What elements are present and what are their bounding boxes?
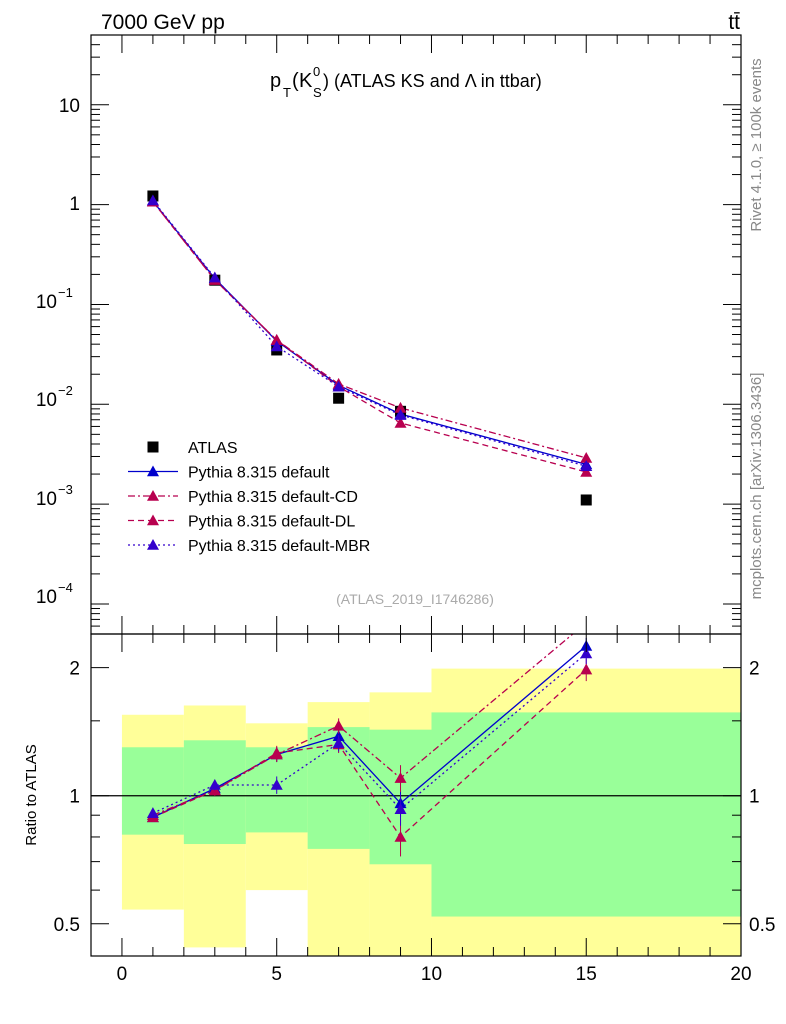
ytick-label-1e0: 1: [69, 194, 80, 215]
ratio-line-mbr: [152, 652, 587, 814]
ratio-line-cd: [152, 634, 574, 816]
marker-mbr: [208, 271, 221, 283]
ratio-marker-mbr: [146, 807, 159, 818]
legend-label: ATLAS: [188, 440, 238, 457]
ratio-marker-mbr: [332, 737, 345, 748]
legend-label: Pythia 8.315 default-CD: [188, 489, 358, 506]
legend-label: Pythia 8.315 default-DL: [188, 514, 355, 531]
marker-mbr: [332, 380, 345, 392]
legend-label: Pythia 8.315 default-MBR: [188, 538, 370, 555]
ratio-marker-mbr: [208, 778, 221, 790]
legend-marker: [147, 441, 159, 453]
ratio-marker-mbr: [580, 647, 593, 659]
ytick-sup-1em3: −3: [58, 482, 73, 497]
legend-marker: [147, 465, 159, 477]
ratio-marker-dl: [580, 663, 593, 675]
marker-dl: [580, 465, 593, 477]
ratio-ytick-label-left: 1: [69, 787, 80, 808]
analysis-label: (ATLAS_2019_I1746286): [336, 591, 494, 607]
xtick-label: 10: [421, 964, 442, 985]
marker-mbr: [580, 460, 593, 471]
ytick-sup-1em1: −1: [58, 285, 73, 300]
ratio-marker-mbr: [394, 803, 407, 814]
svg-text:K: K: [299, 70, 313, 92]
legend-entry-cd: Pythia 8.315 default-CD: [128, 489, 358, 506]
ytick-label-1em3: 10: [36, 489, 57, 510]
marker-mbr: [270, 340, 283, 352]
main-y-tick-labels: 10 1 10 −1 10 −2 10 −3 10 −4: [36, 96, 80, 608]
marker-dl: [270, 334, 283, 345]
svg-text:0: 0: [313, 64, 320, 79]
marker-cd: [580, 451, 593, 463]
legend-entry-default: Pythia 8.315 default: [128, 465, 330, 482]
svg-text:S: S: [313, 85, 322, 100]
legend-entry-data: ATLAS: [147, 440, 238, 457]
series-line-mbr: [152, 200, 587, 467]
mcplots-label: mcplots.cern.ch [arXiv:1306.3436]: [748, 373, 765, 600]
energy-label: 7000 GeV pp: [101, 11, 225, 34]
ytick-label-1em1: 10: [36, 292, 57, 313]
ratio-marker-dl: [394, 830, 407, 842]
uncertainty-band-inner: [431, 712, 741, 917]
main-panel: 10 1 10 −1 10 −2 10 −3 10 −4 p T ( K 0 S…: [36, 34, 742, 635]
ratio-marker-cd: [332, 719, 345, 731]
ratio-series: [146, 634, 593, 857]
ratio-ytick-label-right: 2: [749, 659, 760, 680]
ratio-panel: Ratio to ATLAS 0.5 0.51 12 20 5 10 15 20: [23, 633, 775, 985]
legend-entry-mbr: Pythia 8.315 default-MBR: [128, 538, 370, 555]
marker-mbr: [146, 194, 159, 206]
ratio-line-dl: [152, 669, 587, 838]
ratio-marker-dl: [270, 747, 283, 758]
ratio-ylabel: Ratio to ATLAS: [23, 744, 40, 845]
legend-entry-dl: Pythia 8.315 default-DL: [128, 514, 355, 531]
ytick-sup-1em4: −4: [58, 580, 73, 595]
ytick-label-1em2: 10: [36, 390, 57, 411]
ratio-marker-cd: [394, 772, 407, 783]
ratio-frame: [90, 633, 742, 957]
xtick-label: 0: [117, 964, 128, 985]
svg-text:p: p: [270, 70, 281, 92]
series-line-dl: [152, 201, 587, 473]
data-point-atlas: [580, 494, 592, 506]
marker-cd: [394, 401, 407, 413]
legend-label: Pythia 8.315 default: [188, 465, 330, 482]
xtick-label: 5: [271, 964, 282, 985]
ytick-label-1em4: 10: [36, 587, 57, 608]
plot-title: p T ( K 0 S ) (ATLAS KS and Λ in ttbar): [270, 64, 542, 100]
process-label: tt̄: [728, 11, 740, 34]
svg-text:) (ATLAS KS and Λ in ttbar): ) (ATLAS KS and Λ in ttbar): [323, 71, 542, 91]
ratio-ytick-label-left: 2: [69, 659, 80, 680]
ytick-sup-1em2: −2: [58, 383, 73, 398]
ratio-ytick-label-left: 0.5: [54, 915, 80, 936]
ratio-line-default: [152, 645, 587, 818]
marker-dl: [394, 416, 407, 428]
data-point-atlas: [333, 392, 345, 404]
svg-text:(: (: [292, 70, 299, 92]
ytick-label-1e1: 10: [59, 96, 80, 117]
ratio-ytick-label-right: 0.5: [749, 915, 775, 936]
rivet-label: Rivet 4.1.0, ≥ 100k events: [748, 58, 765, 231]
ratio-ytick-label-right: 1: [749, 787, 760, 808]
series-line-default: [152, 200, 587, 466]
legend: ATLAS Pythia 8.315 default Pythia 8.315 de…: [128, 440, 370, 555]
xtick-label: 20: [730, 964, 751, 985]
legend-marker: [147, 514, 159, 526]
series-line-cd: [152, 201, 587, 459]
marker-mbr: [394, 409, 407, 420]
ratio-marker-mbr: [270, 778, 283, 790]
svg-text:T: T: [283, 85, 291, 100]
legend-marker: [147, 490, 159, 501]
legend-marker: [147, 539, 159, 550]
xtick-label: 15: [576, 964, 597, 985]
